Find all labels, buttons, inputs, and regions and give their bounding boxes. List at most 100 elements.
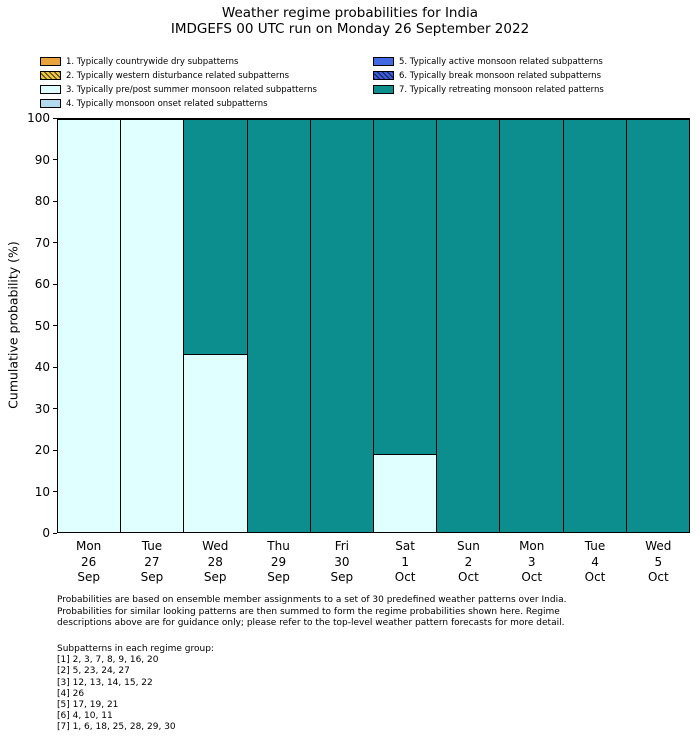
- y-tick: 10: [35, 485, 57, 499]
- bar-sat-1-oct: [374, 119, 438, 532]
- legend-label: 7. Typically retreating monsoon related …: [399, 84, 604, 95]
- y-tick-mark: [53, 325, 57, 326]
- legend-label: 2. Typically western disturbance related…: [66, 70, 290, 81]
- y-tick-mark: [53, 117, 57, 119]
- legend-item: 4. Typically monsoon onset related subpa…: [40, 98, 373, 109]
- y-tick-label: 100: [27, 111, 50, 125]
- y-tick-label: 80: [34, 194, 50, 208]
- y-tick-label: 90: [34, 152, 50, 167]
- legend-label: 5. Typically active monsoon related subp…: [399, 56, 603, 67]
- bar-thu-29-sep: [247, 119, 311, 532]
- y-tick-mark: [53, 532, 57, 534]
- subpatterns-list: [1] 2, 3, 7, 8, 9, 16, 20 [2] 5, 23, 24, …: [57, 655, 214, 733]
- bar-segment: [437, 119, 500, 532]
- y-tick-label: 30: [34, 401, 50, 416]
- subpattern-group: [5] 17, 19, 21: [57, 700, 119, 711]
- y-tick: 30: [35, 402, 57, 416]
- y-tick: 40: [35, 360, 57, 374]
- bar-fri-30-sep: [310, 119, 375, 532]
- legend-item: 7. Typically retreating monsoon related …: [373, 84, 604, 95]
- x-tick-label: Sat 1 Oct: [394, 539, 416, 584]
- bar-sun-2-oct: [437, 119, 501, 532]
- subpattern-group: [2] 5, 23, 24, 27: [57, 666, 130, 677]
- legend-swatch: [373, 71, 394, 80]
- subpatterns-section: Subpatterns in each regime group: [1] 2,…: [57, 644, 214, 734]
- legend-item: 6. Typically break monsoon related subpa…: [373, 70, 604, 81]
- y-tick-mark: [53, 159, 57, 160]
- legend-swatch: [373, 57, 394, 66]
- y-tick-mark: [53, 491, 57, 492]
- legend: 1. Typically countrywide dry subpatterns…: [40, 56, 604, 109]
- y-tick-mark: [53, 366, 57, 368]
- legend-label: 3. Typically pre/post summer monsoon rel…: [66, 84, 317, 95]
- legend-label: 6. Typically break monsoon related subpa…: [399, 70, 601, 81]
- legend-item: 2. Typically western disturbance related…: [40, 70, 373, 81]
- x-tick-label: Sun 2 Oct: [457, 539, 480, 584]
- subpattern-group: [7] 1, 6, 18, 25, 28, 29, 30: [57, 722, 176, 733]
- y-tick: 100: [27, 111, 57, 125]
- y-tick: 80: [35, 194, 57, 208]
- bar-segment: [374, 119, 437, 454]
- legend-swatch: [40, 99, 61, 108]
- chart-subtitle: IMDGEFS 00 UTC run on Monday 26 Septembe…: [170, 21, 530, 37]
- x-tick-label: Tue 27 Sep: [140, 539, 164, 584]
- y-tick: 0: [42, 526, 57, 540]
- footnote-text: Probabilities are based on ensemble memb…: [57, 595, 567, 628]
- y-tick-mark: [53, 242, 57, 243]
- bar-segment: [563, 119, 626, 532]
- y-tick-mark: [53, 408, 57, 409]
- legend-swatch: [40, 57, 61, 66]
- x-tick-label: Wed 5 Oct: [645, 539, 672, 584]
- plot-area: [57, 118, 690, 533]
- y-tick-label: 20: [34, 443, 50, 457]
- bar-tue-4-oct: [563, 119, 627, 532]
- subpattern-group: [4] 26: [57, 688, 85, 699]
- y-tick: 70: [35, 236, 57, 250]
- legend-column-left: 1. Typically countrywide dry subpatterns…: [40, 56, 373, 109]
- legend-swatch: [40, 71, 61, 80]
- y-axis-ticks: 0 10 20 30 40 50 60 70 80 90 100: [0, 111, 57, 540]
- legend-item: 3. Typically pre/post summer monsoon rel…: [40, 84, 373, 95]
- y-tick: 60: [35, 277, 57, 291]
- bar-segment: [374, 453, 437, 532]
- bars-container: [58, 119, 690, 532]
- bar-segment: [247, 119, 310, 532]
- bar-segment: [626, 119, 690, 532]
- y-tick-mark: [53, 200, 57, 202]
- bar-wed-28-sep: [184, 119, 248, 532]
- y-tick-label: 0: [42, 526, 50, 540]
- y-tick: 20: [35, 443, 57, 457]
- bar-segment: [58, 119, 121, 532]
- x-axis-labels: Mon 26 Sep Tue 27 Sep Wed 28 Sep Thu 29 Sep…: [57, 539, 690, 586]
- y-tick-label: 40: [34, 360, 50, 374]
- bar-segment: [310, 119, 374, 532]
- subpattern-group: [1] 2, 3, 7, 8, 9, 16, 20: [57, 655, 159, 666]
- y-tick-label: 10: [34, 484, 50, 499]
- legend-label: 4. Typically monsoon onset related subpa…: [66, 98, 268, 109]
- chart-title: Weather regime probabilities for India: [221, 5, 479, 21]
- bar-segment: [500, 119, 563, 532]
- y-tick-mark: [53, 449, 57, 451]
- y-tick-mark: [53, 283, 57, 285]
- bar-mon-26-sep: [58, 119, 122, 532]
- x-tick-label: Wed 28 Sep: [202, 539, 229, 584]
- legend-label: 1. Typically countrywide dry subpatterns: [66, 56, 239, 67]
- y-tick-label: 70: [34, 235, 50, 250]
- subpattern-group: [6] 4, 10, 11: [57, 711, 113, 722]
- legend-item: 1. Typically countrywide dry subpatterns: [40, 56, 373, 67]
- x-tick-label: Fri 30 Sep: [330, 539, 354, 584]
- bar-segment: [184, 119, 247, 355]
- y-tick: 90: [35, 153, 57, 167]
- bar-segment: [184, 354, 247, 532]
- y-tick-label: 60: [34, 277, 50, 291]
- x-tick-label: Thu 29 Sep: [267, 539, 290, 584]
- subpattern-group: [3] 12, 13, 14, 15, 22: [57, 677, 153, 688]
- y-tick: 50: [35, 319, 57, 333]
- subpatterns-heading: Subpatterns in each regime group:: [57, 644, 214, 654]
- bar-wed-5-oct: [626, 119, 690, 532]
- legend-item: 5. Typically active monsoon related subp…: [373, 56, 604, 67]
- bar-segment: [121, 119, 184, 532]
- legend-swatch: [40, 85, 61, 94]
- x-tick-label: Mon 3 Oct: [519, 539, 545, 584]
